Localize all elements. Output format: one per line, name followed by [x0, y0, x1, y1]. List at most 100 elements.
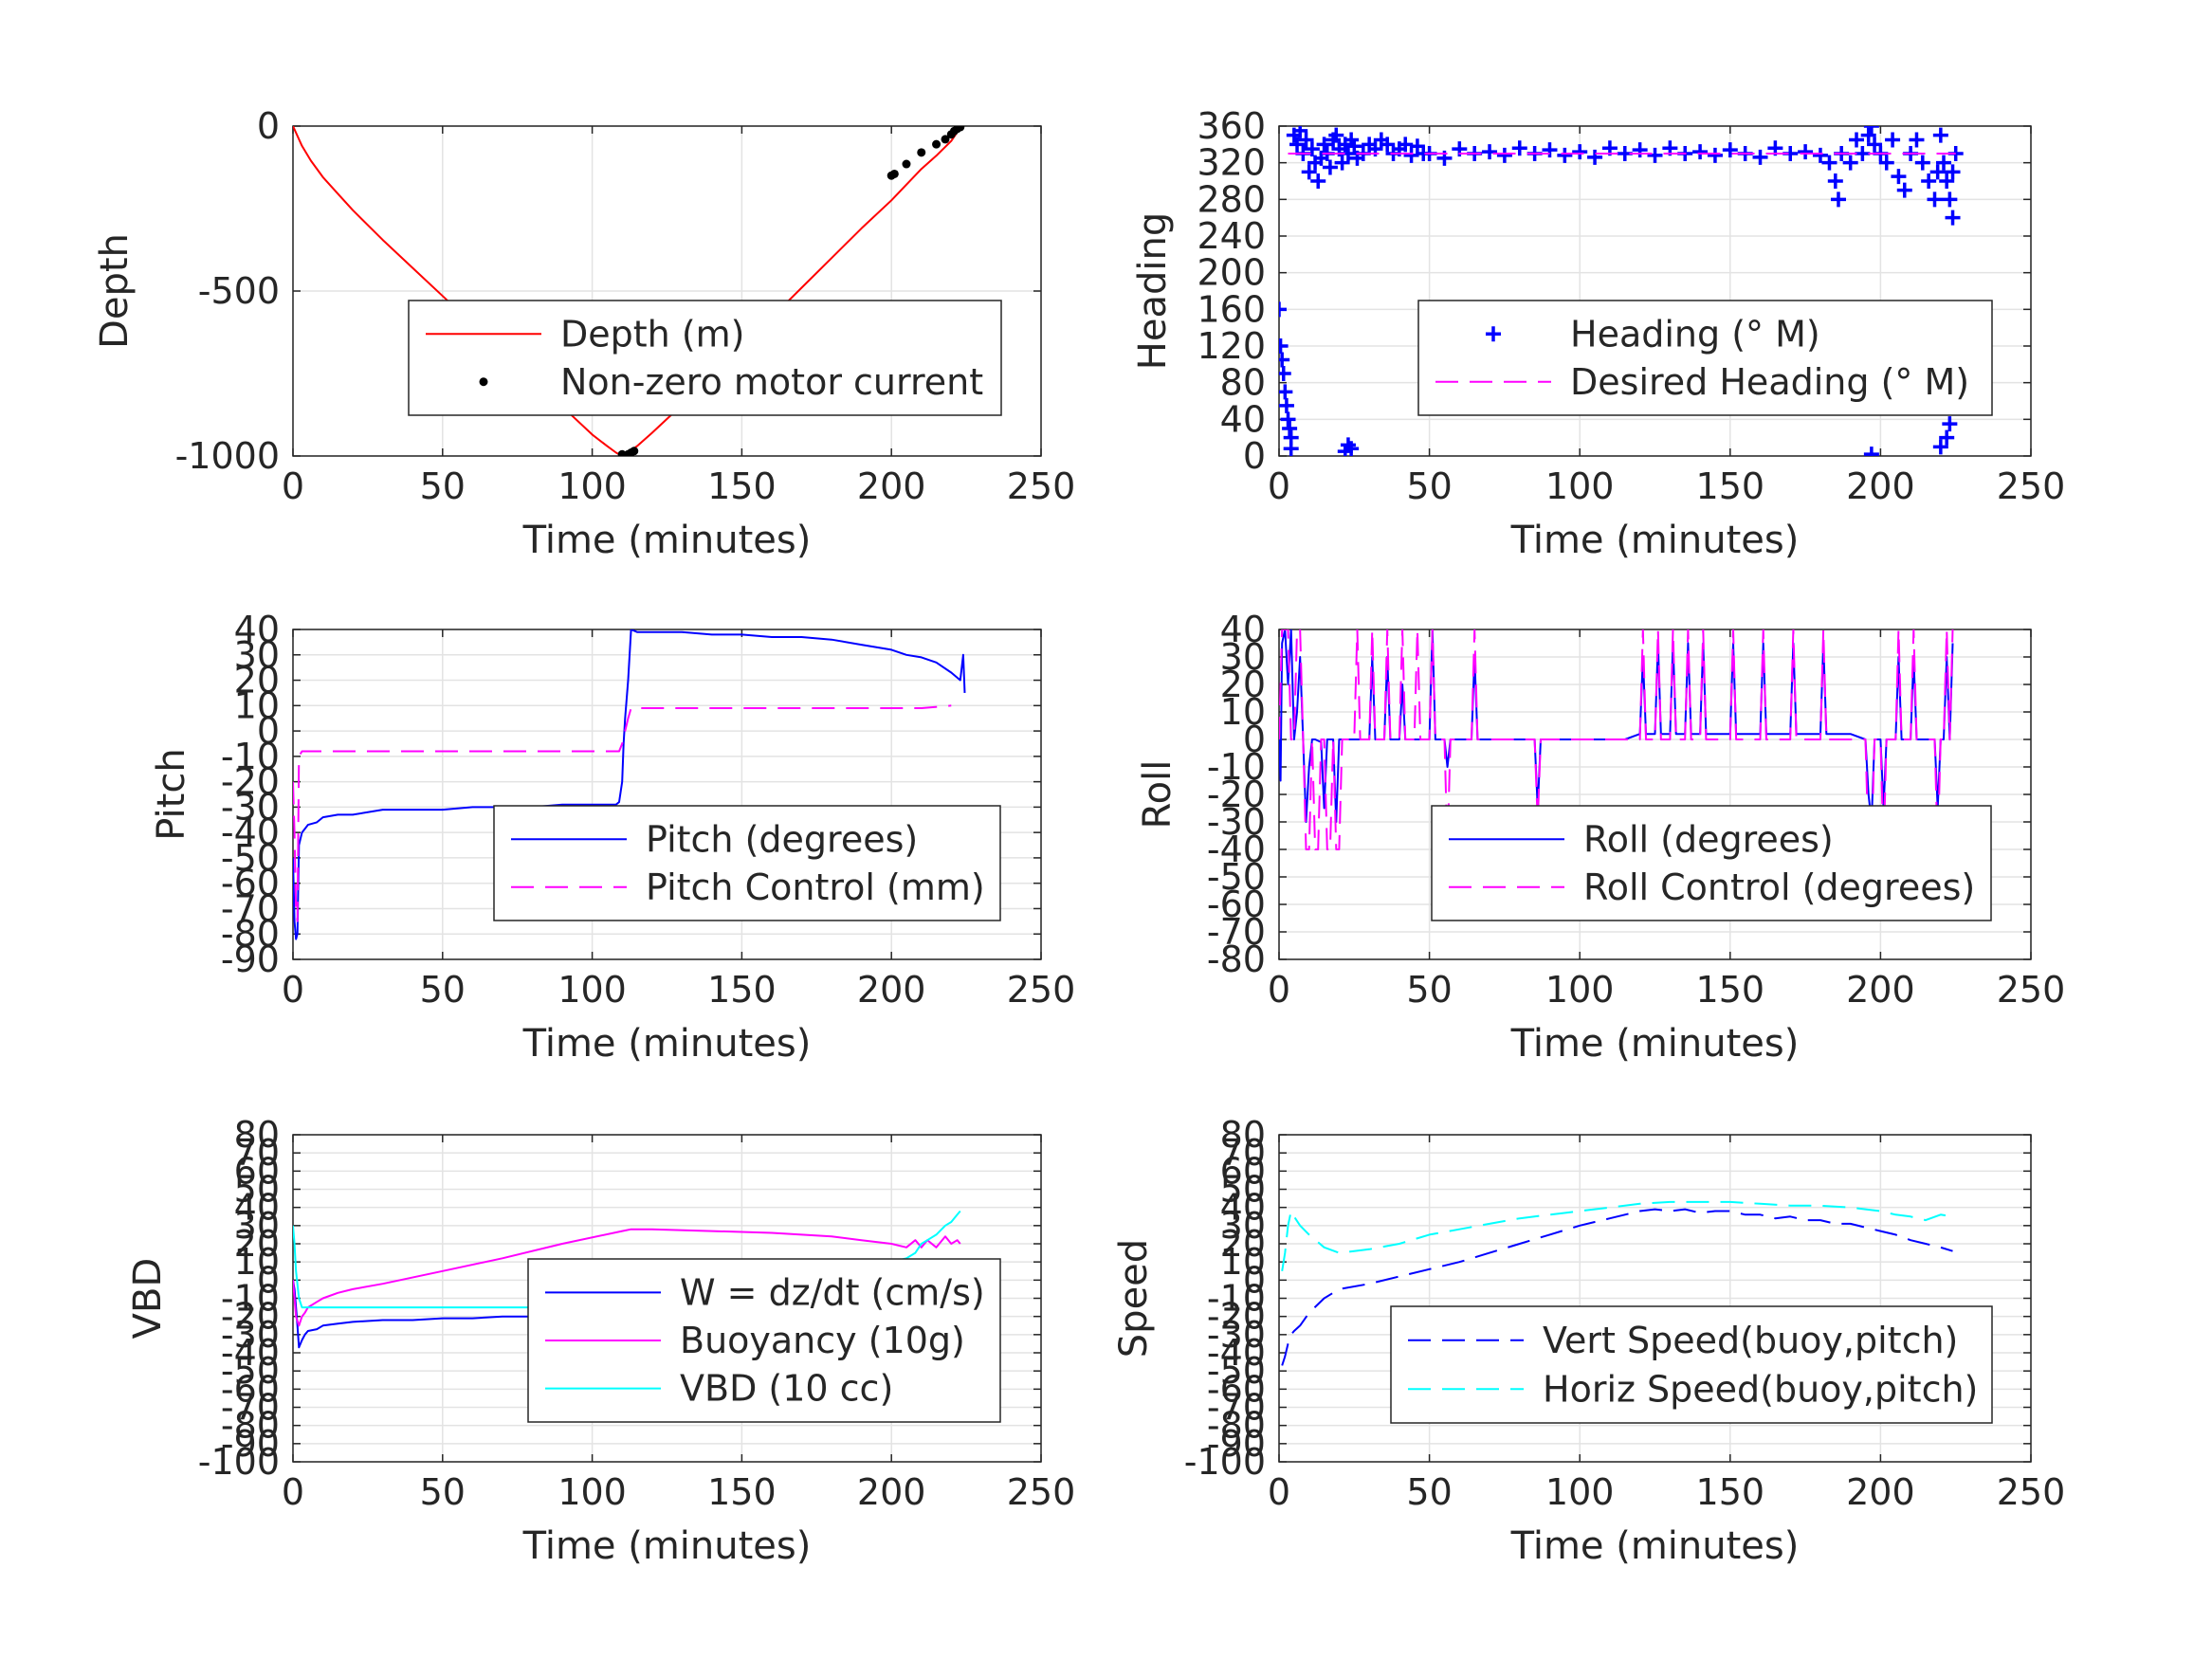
y-tick-label: -80 — [221, 913, 280, 955]
series-line-0 — [1281, 1208, 1953, 1366]
y-tick-label: -90 — [221, 1423, 280, 1465]
y-tick-label: 40 — [234, 1187, 280, 1229]
x-tick-label: 0 — [1268, 465, 1290, 507]
legend-label: Heading (° M) — [1570, 313, 1820, 355]
x-tick-label: 150 — [1696, 1471, 1765, 1513]
x-tick-label: 150 — [1696, 969, 1765, 1011]
x-tick-label: 50 — [420, 1471, 466, 1513]
heading-point — [1827, 173, 1843, 189]
motor-current-point — [630, 447, 639, 456]
x-tick-label: 250 — [1007, 465, 1076, 507]
y-tick-label: -40 — [221, 811, 280, 853]
y-axis-label: Heading — [1131, 212, 1175, 370]
heading-point — [1849, 132, 1865, 148]
y-tick-label: 80 — [1220, 1114, 1266, 1156]
y-tick-label: -20 — [1207, 1296, 1266, 1338]
y-tick-label: -80 — [1207, 939, 1266, 980]
x-tick-label: 100 — [558, 969, 627, 1011]
x-tick-label: 200 — [857, 969, 926, 1011]
x-tick-label: 100 — [558, 1471, 627, 1513]
x-tick-label: 250 — [1997, 969, 2066, 1011]
y-tick-label: 40 — [234, 609, 280, 650]
x-tick-label: 250 — [1007, 969, 1076, 1011]
heading-point — [1279, 366, 1291, 381]
heading-point — [1939, 173, 1955, 189]
series-line-0 — [293, 629, 966, 940]
x-tick-label: 50 — [420, 969, 466, 1011]
y-tick-label: 0 — [257, 710, 280, 752]
legend-label: W = dz/dt (cm/s) — [680, 1271, 985, 1313]
y-tick-label: 0 — [1243, 1259, 1266, 1301]
heading-point — [1878, 155, 1894, 171]
y-tick-label: -50 — [1207, 1350, 1266, 1392]
y-tick-label: 70 — [234, 1132, 280, 1174]
legend-box — [1417, 300, 1993, 416]
y-axis-label: VBD — [126, 1258, 170, 1340]
y-tick-label: -1000 — [175, 435, 280, 477]
legend-box — [493, 805, 1001, 921]
y-tick-label: -80 — [1207, 1405, 1266, 1447]
heading-point — [1798, 144, 1814, 160]
y-tick-label: -40 — [1207, 1332, 1266, 1374]
y-tick-label: -10 — [1207, 1278, 1266, 1320]
y-tick-label: -60 — [221, 863, 280, 904]
y-axis-label: Depth — [93, 233, 137, 349]
legend-label: Pitch (degrees) — [646, 818, 918, 860]
heading-point — [1722, 142, 1738, 158]
x-tick-label: 200 — [857, 465, 926, 507]
heading-point — [1945, 210, 1961, 226]
heading-point — [1932, 127, 1948, 143]
y-tick-label: -60 — [221, 1368, 280, 1410]
y-axis-label: Speed — [1112, 1239, 1156, 1358]
x-tick-label: 50 — [420, 465, 466, 507]
x-axis-label: Time (minutes) — [1510, 1022, 1800, 1066]
y-tick-label: 40 — [1220, 1187, 1266, 1229]
heading-point — [1380, 137, 1396, 153]
series-line-1 — [293, 704, 952, 922]
y-tick-label: 0 — [1243, 435, 1266, 477]
x-tick-label: 200 — [857, 1471, 926, 1513]
y-axis-label: Roll — [1136, 760, 1179, 830]
y-tick-label: 0 — [1243, 719, 1266, 760]
x-tick-label: 150 — [707, 465, 777, 507]
heading-point — [1929, 164, 1946, 180]
y-tick-label: -20 — [1207, 774, 1266, 815]
axes-box — [1278, 125, 2032, 457]
heading-point — [1298, 132, 1314, 148]
y-tick-label: -30 — [1207, 1314, 1266, 1356]
y-tick-label: 0 — [257, 1259, 280, 1301]
heading-point — [1914, 155, 1930, 171]
legend-label: Buoyancy (10g) — [680, 1320, 965, 1361]
y-tick-label: -60 — [1207, 1368, 1266, 1410]
y-tick-label: 240 — [1197, 215, 1266, 257]
y-tick-label: 50 — [1220, 1169, 1266, 1211]
heading-point — [1812, 147, 1828, 163]
x-tick-label: 50 — [1406, 1471, 1452, 1513]
y-tick-label: 120 — [1197, 325, 1266, 367]
heading-point — [1310, 173, 1326, 189]
heading-point — [1328, 127, 1344, 143]
heading-point — [1867, 137, 1883, 153]
x-axis-label: Time (minutes) — [522, 1524, 812, 1568]
y-tick-label: -30 — [221, 786, 280, 828]
y-tick-label: -90 — [1207, 1423, 1266, 1465]
depth-panel: 0 50 100 150 200 250 -1000 -500 0 Time (minutes) D… — [93, 105, 1075, 562]
y-tick-label: 50 — [234, 1169, 280, 1211]
y-tick-label: 10 — [234, 684, 280, 726]
y-tick-label: -70 — [1207, 1387, 1266, 1429]
x-tick-label: 50 — [1406, 969, 1452, 1011]
heading-point — [1572, 144, 1588, 160]
y-tick-label: 20 — [1220, 1223, 1266, 1265]
vbd-panel: 0 50 100 150 200 250-100-90-80-70-60-50-40-30… — [126, 1114, 1075, 1568]
heading-point — [1304, 141, 1320, 157]
y-tick-label: 40 — [1220, 398, 1266, 440]
y-tick-label: -10 — [1207, 746, 1266, 788]
heading-point — [1279, 338, 1289, 354]
heading-point — [1927, 191, 1943, 208]
legend-label: Horiz Speed(buoy,pitch) — [1543, 1368, 1978, 1410]
heading-point — [1557, 147, 1573, 163]
motor-current-point — [941, 135, 950, 144]
heading-point — [1942, 191, 1958, 208]
y-tick-label: 30 — [234, 634, 280, 676]
